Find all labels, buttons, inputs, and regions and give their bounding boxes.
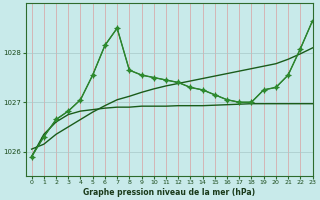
X-axis label: Graphe pression niveau de la mer (hPa): Graphe pression niveau de la mer (hPa)	[83, 188, 255, 197]
